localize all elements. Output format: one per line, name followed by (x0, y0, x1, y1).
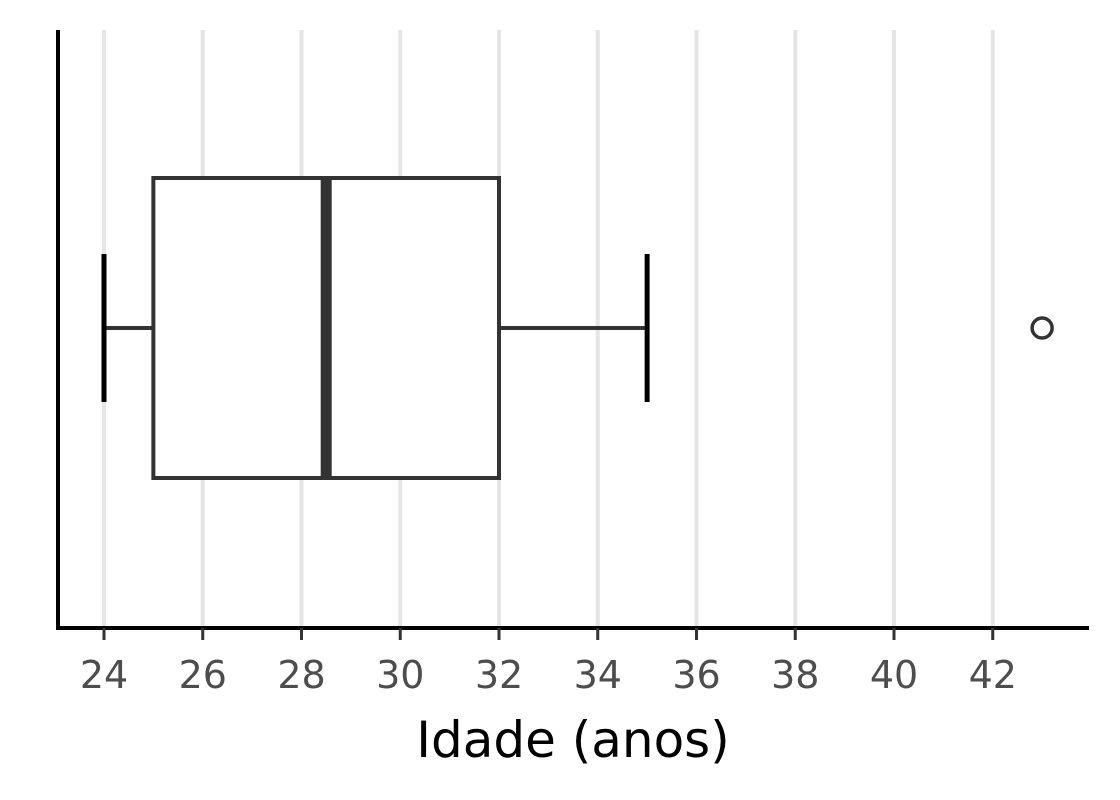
x-tick-label-36: 36 (672, 653, 720, 697)
x-tick-label-28: 28 (277, 653, 325, 697)
boxplot-series (101, 176, 1054, 480)
x-tick-label-32: 32 (475, 653, 523, 697)
x-tick-label-40: 40 (870, 653, 918, 697)
x-axis-ticks: 24 26 28 30 32 34 36 38 40 42 (80, 628, 1017, 697)
x-tick-label-30: 30 (376, 653, 424, 697)
axes (56, 30, 1089, 630)
x-tick-label-38: 38 (771, 653, 819, 697)
x-tick-label-34: 34 (574, 653, 622, 697)
outlier-point-0 (1030, 316, 1054, 340)
x-tick-label-42: 42 (969, 653, 1017, 697)
x-tick-label-24: 24 (80, 653, 128, 697)
x-axis-title: Idade (anos) (416, 711, 730, 769)
x-tick-label-26: 26 (179, 653, 227, 697)
